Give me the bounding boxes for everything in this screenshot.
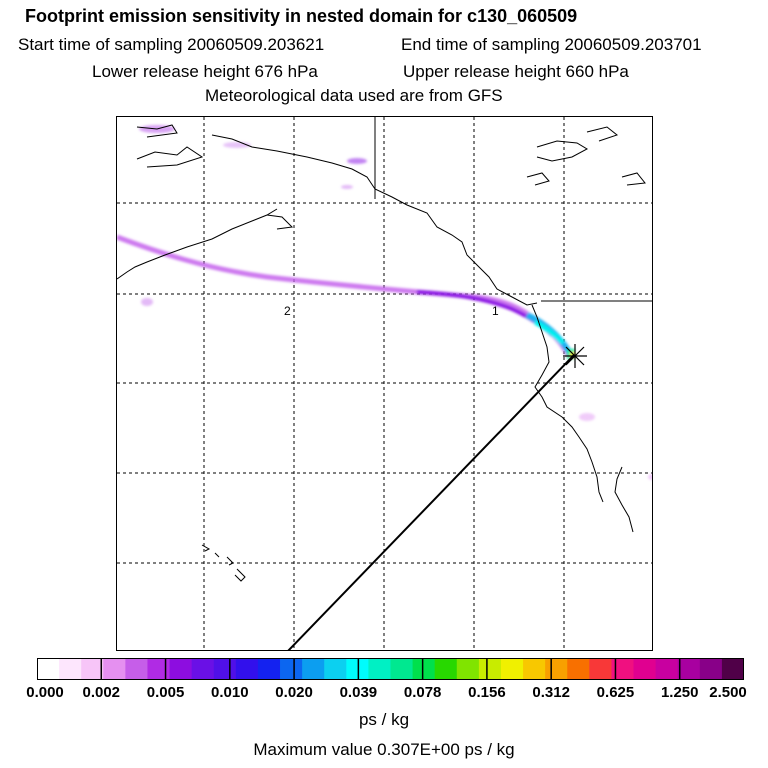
- colorbar-cell: [478, 658, 502, 680]
- colorbar-cell: [235, 658, 259, 680]
- colorbar-cell: [611, 658, 635, 680]
- trajectory-label-2: 2: [284, 304, 291, 318]
- colorbar-tick-label: 2.500: [709, 684, 747, 701]
- map-panel: 2 1: [116, 116, 653, 651]
- colorbar: [37, 658, 744, 680]
- receptor-marker: [563, 344, 587, 368]
- colorbar-cell: [412, 658, 436, 680]
- colorbar-cell: [368, 658, 391, 680]
- colorbar-cell: [434, 658, 458, 680]
- colorbar-cell: [125, 658, 148, 680]
- colorbar-cell: [191, 658, 215, 680]
- colorbar-cell: [37, 658, 60, 680]
- colorbar-tick-label: 0.039: [339, 684, 378, 701]
- colorbar-cell: [589, 658, 612, 680]
- colorbar-units: ps / kg: [358, 710, 410, 729]
- colorbar-cell: [169, 658, 193, 680]
- colorbar-cell: [59, 658, 82, 680]
- colorbar-cell: [699, 658, 723, 680]
- coastlines: [117, 117, 652, 582]
- colorbar-cell: [655, 658, 679, 680]
- colorbar-cell: [523, 658, 546, 680]
- colorbar-cell: [633, 658, 657, 680]
- colorbar-cell: [302, 658, 325, 680]
- colorbar-tick-label: 0.002: [82, 684, 121, 701]
- start-time-text: Start time of sampling 20060509.203621: [18, 35, 325, 54]
- colorbar-tick-label: 1.250: [660, 684, 699, 701]
- colorbar-tick-label: 0.005: [146, 684, 185, 701]
- map-svg: 2 1: [117, 117, 652, 650]
- footprint-plume: [117, 125, 652, 480]
- colorbar-cell: [346, 658, 369, 680]
- colorbar-cell: [324, 658, 347, 680]
- colorbar-cell: [213, 658, 237, 680]
- colorbar-cell: [390, 658, 414, 680]
- colorbar-tick-label: 0.020: [275, 684, 313, 701]
- met-data-text: Meteorological data used are from GFS: [205, 86, 503, 105]
- colorbar-tick-label: 0.156: [468, 684, 506, 701]
- colorbar-tick-label: 0.625: [596, 684, 635, 701]
- colorbar-tick-label: 0.010: [211, 684, 249, 701]
- colorbar-cell: [545, 658, 568, 680]
- colorbar-tick-label: 0.078: [403, 684, 442, 701]
- lower-height-text: Lower release height 676 hPa: [92, 62, 318, 81]
- colorbar-cell: [103, 658, 126, 680]
- colorbar-border: [37, 658, 744, 680]
- plot-title: Footprint emission sensitivity in nested…: [25, 6, 578, 26]
- colorbar-tick-label: 0.000: [26, 684, 64, 701]
- colorbar-cell: [721, 658, 744, 680]
- upper-height-text: Upper release height 660 hPa: [403, 62, 629, 81]
- colorbar-tick-label: 0.312: [532, 684, 570, 701]
- colorbar-cell: [456, 658, 480, 680]
- lat-lon-grid: [117, 117, 652, 650]
- colorbar-cell: [677, 658, 701, 680]
- trajectory-line: [287, 354, 575, 650]
- colorbar-cell: [500, 658, 524, 680]
- end-time-text: End time of sampling 20060509.203701: [401, 35, 702, 54]
- colorbar-cell: [280, 658, 303, 680]
- trajectory-label-1: 1: [492, 304, 499, 318]
- colorbar-cell: [257, 658, 281, 680]
- colorbar-cell: [567, 658, 590, 680]
- colorbar-cell: [81, 658, 104, 680]
- max-value-text: Maximum value 0.307E+00 ps / kg: [253, 740, 515, 759]
- colorbar-cell: [147, 658, 171, 680]
